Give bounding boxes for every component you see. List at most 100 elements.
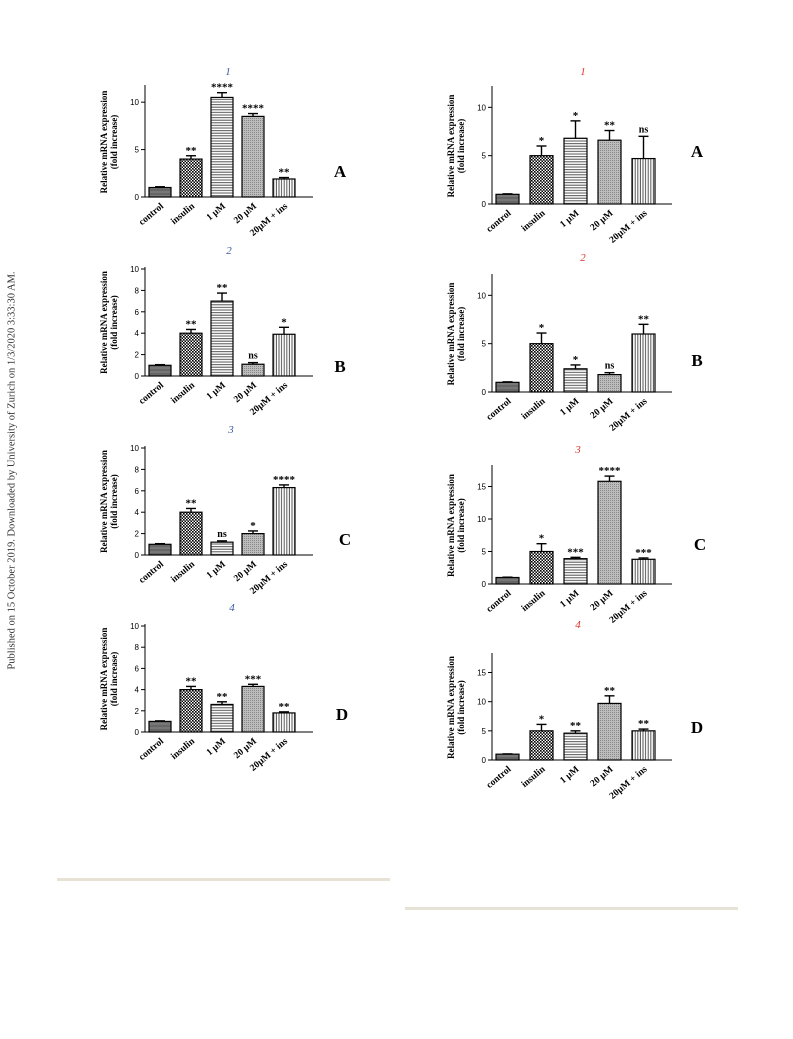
x-tick-label: 1 μM xyxy=(559,589,582,610)
y-tick-label: 10 xyxy=(477,291,486,300)
x-tick-label: 20 μM xyxy=(589,765,616,790)
chart-title: 4 xyxy=(575,619,581,631)
bar-4 xyxy=(597,480,622,585)
bar-2 xyxy=(529,550,554,585)
y-tick-label: 0 xyxy=(135,372,140,381)
y-tick-label: 2 xyxy=(135,707,140,716)
x-tick-label: 20 μM xyxy=(232,381,259,406)
bar-5 xyxy=(631,333,656,393)
y-tick-label: 0 xyxy=(135,728,140,737)
y-tick-label: 5 xyxy=(482,727,487,736)
y-tick-label: 5 xyxy=(482,340,487,349)
x-tick-label: 1 μM xyxy=(205,202,228,223)
significance-label: ** xyxy=(217,282,229,294)
y-tick-label: 0 xyxy=(482,756,487,765)
y-tick-label: 0 xyxy=(135,551,140,560)
y-tick-label: 5 xyxy=(482,548,487,557)
y-axis-label-line: (fold increase) xyxy=(456,680,466,735)
x-tick-label: 20 μM xyxy=(232,737,259,762)
y-axis-label: Relative mRNA expression(fold increase) xyxy=(446,474,466,577)
bar-1 xyxy=(148,186,172,198)
bar-4 xyxy=(597,374,622,393)
panel-label: D xyxy=(691,718,703,737)
x-tick-label: 1 μM xyxy=(559,765,582,786)
y-tick-label: 0 xyxy=(482,200,487,209)
panel-label: B xyxy=(334,357,345,376)
significance-label: ** xyxy=(186,675,198,687)
significance-label: ** xyxy=(638,718,650,730)
bar-3 xyxy=(563,732,588,761)
x-tick-label: insulin xyxy=(169,380,197,406)
x-tick-label: insulin xyxy=(169,736,197,762)
x-tick-label: control xyxy=(137,380,166,406)
significance-label: * xyxy=(539,713,545,725)
bar-3 xyxy=(563,558,588,585)
significance-label: ** xyxy=(279,701,291,713)
y-axis-label: Relative mRNA expression(fold increase) xyxy=(99,628,119,731)
x-tick-label: 1 μM xyxy=(205,737,228,758)
y-tick-label: 6 xyxy=(135,487,140,496)
significance-label: * xyxy=(539,322,545,334)
y-axis-label-line: (fold increase) xyxy=(456,307,466,362)
y-tick-label: 10 xyxy=(130,444,139,453)
panel-label: C xyxy=(339,530,351,549)
bar-1 xyxy=(148,543,172,556)
significance-label: ** xyxy=(604,120,616,132)
significance-label: *** xyxy=(567,546,584,558)
significance-label: ns xyxy=(639,124,649,135)
significance-label: ** xyxy=(638,313,650,325)
y-tick-label: 10 xyxy=(477,698,486,707)
y-tick-label: 10 xyxy=(130,622,139,631)
x-tick-label: insulin xyxy=(520,396,548,422)
bar-3 xyxy=(210,541,234,556)
significance-label: **** xyxy=(211,82,234,94)
significance-label: ** xyxy=(186,318,198,330)
chart-l2: 2 B 0 2 4 6 8 10 Relative mRNA expression(fold i… xyxy=(99,245,346,418)
x-tick-label: control xyxy=(485,396,514,422)
bar-3 xyxy=(210,300,234,377)
x-tick-label: insulin xyxy=(169,201,197,227)
bar-5 xyxy=(631,558,656,585)
y-axis-label-line: (fold increase) xyxy=(456,119,466,174)
significance-label: ** xyxy=(186,145,198,157)
y-tick-label: 0 xyxy=(482,580,487,589)
y-tick-label: 15 xyxy=(477,669,486,678)
bar-3 xyxy=(210,96,234,198)
chart-l4: 4 D 0 2 4 6 8 10 Relative mRNA expression(fold i… xyxy=(99,602,348,774)
bar-2 xyxy=(179,332,203,377)
y-axis-label-line: Relative mRNA expression xyxy=(99,628,109,731)
y-tick-label: 2 xyxy=(135,351,140,360)
y-axis-label: Relative mRNA expression(fold increase) xyxy=(446,95,466,198)
bar-2 xyxy=(179,688,203,733)
panel-label: A xyxy=(334,162,347,181)
y-axis-label-line: (fold increase) xyxy=(109,474,119,529)
x-tick-label: control xyxy=(137,201,166,227)
y-axis-label: Relative mRNA expression(fold increase) xyxy=(99,91,119,194)
y-tick-label: 10 xyxy=(130,265,139,274)
bar-2 xyxy=(179,511,203,556)
bar-4 xyxy=(597,139,622,205)
y-tick-label: 10 xyxy=(477,103,486,112)
x-tick-label: 1 μM xyxy=(559,209,582,230)
right-column-rule xyxy=(405,907,738,910)
significance-label: ** xyxy=(570,720,582,732)
y-tick-label: 0 xyxy=(482,388,487,397)
y-tick-label: 4 xyxy=(135,329,140,338)
y-tick-label: 8 xyxy=(135,286,140,295)
x-tick-label: insulin xyxy=(520,764,548,790)
x-tick-label: 20μM + ins xyxy=(608,396,650,433)
bar-2 xyxy=(529,155,554,205)
y-tick-label: 0 xyxy=(135,193,140,202)
panel-label: B xyxy=(691,351,702,370)
significance-label: * xyxy=(573,110,579,122)
x-tick-label: 20 μM xyxy=(232,202,259,227)
bar-1 xyxy=(495,576,520,585)
bar-2 xyxy=(179,158,203,198)
chart-l1: 1 A 0 5 10 Relative mRNA expression(fold incr… xyxy=(99,66,347,239)
chart-title: 1 xyxy=(580,66,586,78)
y-tick-label: 8 xyxy=(135,465,140,474)
x-tick-label: 20 μM xyxy=(589,589,616,614)
y-axis-label-line: (fold increase) xyxy=(109,295,119,350)
bar-1 xyxy=(495,753,520,761)
y-axis-label: Relative mRNA expression(fold increase) xyxy=(446,283,466,386)
